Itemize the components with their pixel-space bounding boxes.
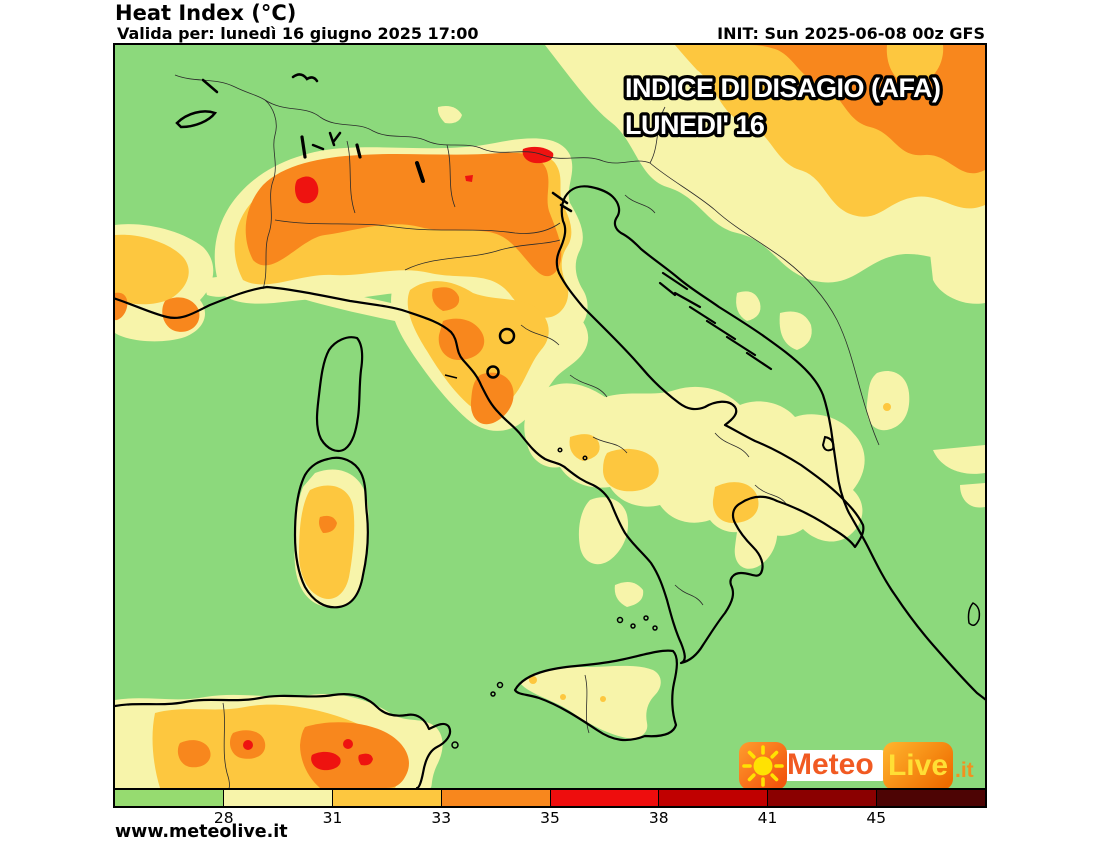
corsica-coastline <box>315 336 364 453</box>
venice-lagoon <box>551 191 573 213</box>
colorbar-tick: 38 <box>648 809 669 827</box>
lake-maggiore <box>300 135 307 159</box>
lake-lugano <box>311 143 325 151</box>
colorbar-segment <box>767 790 877 806</box>
heat-level-31-33-notch <box>886 45 944 86</box>
model-init-label: INIT: Sun 2025-06-08 00z GFS <box>717 24 985 43</box>
sun-icon <box>739 742 787 790</box>
lake-lucerne <box>291 73 319 83</box>
corfu-island <box>967 602 981 626</box>
small-islands <box>444 374 981 749</box>
lake-geneva <box>175 110 218 129</box>
colorbar-segment <box>331 790 441 806</box>
colorbar-segment <box>549 790 659 806</box>
logo-word-live: Live <box>887 749 949 782</box>
logo-live-tile: Live <box>883 742 953 790</box>
logo-domain-suffix: .it <box>955 759 974 782</box>
logo-white-plate <box>773 750 887 781</box>
colorbar-tick: 35 <box>540 809 560 827</box>
logo-word-meteo: Meteo <box>787 748 874 781</box>
region-borders <box>174 74 880 788</box>
capri-island <box>582 455 588 461</box>
aeolian-island <box>652 625 658 631</box>
elba-island <box>444 374 458 379</box>
headline-line1: INDICE DI DISAGIO (AFA) <box>625 73 941 103</box>
colorbar-tick: 28 <box>213 809 234 827</box>
colorbar-tick: 41 <box>757 809 778 827</box>
africa-coastline <box>115 693 452 788</box>
coastlines <box>115 185 985 788</box>
colorbar-tick-labels: 28 31 33 35 38 41 45 <box>115 809 985 827</box>
colorbar-segment <box>876 790 985 806</box>
website-url: www.meteolive.it <box>115 822 288 842</box>
page-title: Heat Index (°C) <box>115 1 297 25</box>
colorbar-segment <box>222 790 332 806</box>
colorbar-tick: 33 <box>431 809 452 827</box>
map-canvas: INDICE DI DISAGIO (AFA) LUNEDI' 16 <box>115 45 985 788</box>
pantelleria-island <box>451 741 459 749</box>
headline-line2: LUNEDI' 16 <box>625 110 765 140</box>
croatia-islands <box>658 271 773 371</box>
colorbar <box>113 788 987 808</box>
ischia-island <box>557 447 563 453</box>
lake-neuchatel <box>201 78 219 94</box>
lake-iseo <box>355 143 362 159</box>
meteolive-logo: Meteo Live .it <box>735 735 985 793</box>
egadi-island <box>490 691 496 697</box>
heat-level-35-38 <box>243 146 554 771</box>
aeolian-island <box>630 623 636 629</box>
aeolian-island <box>643 615 649 621</box>
colorbar-segment <box>440 790 550 806</box>
map-headline: INDICE DI DISAGIO (AFA) LUNEDI' 16 <box>622 70 945 144</box>
colorbar-segment <box>115 790 223 806</box>
colorbar-tick: 45 <box>866 809 887 827</box>
heat-index-map: INDICE DI DISAGIO (AFA) LUNEDI' 16 Mete <box>113 43 987 790</box>
colorbar-segment <box>658 790 768 806</box>
valid-time-label: Valida per: lunedì 16 giugno 2025 17:00 <box>117 24 479 43</box>
lake-como <box>328 131 342 147</box>
sardinia-coastline <box>293 456 369 609</box>
lake-bracciano <box>486 365 500 379</box>
lake-garda <box>415 161 425 183</box>
lake-bolsena <box>498 327 516 345</box>
egadi-island <box>496 681 504 689</box>
italy-coastline <box>115 185 985 701</box>
sicily-coastline <box>513 649 678 742</box>
lake-scutari <box>821 435 835 452</box>
lakes <box>175 73 835 452</box>
aeolian-island <box>616 616 624 624</box>
colorbar-tick: 31 <box>322 809 343 827</box>
